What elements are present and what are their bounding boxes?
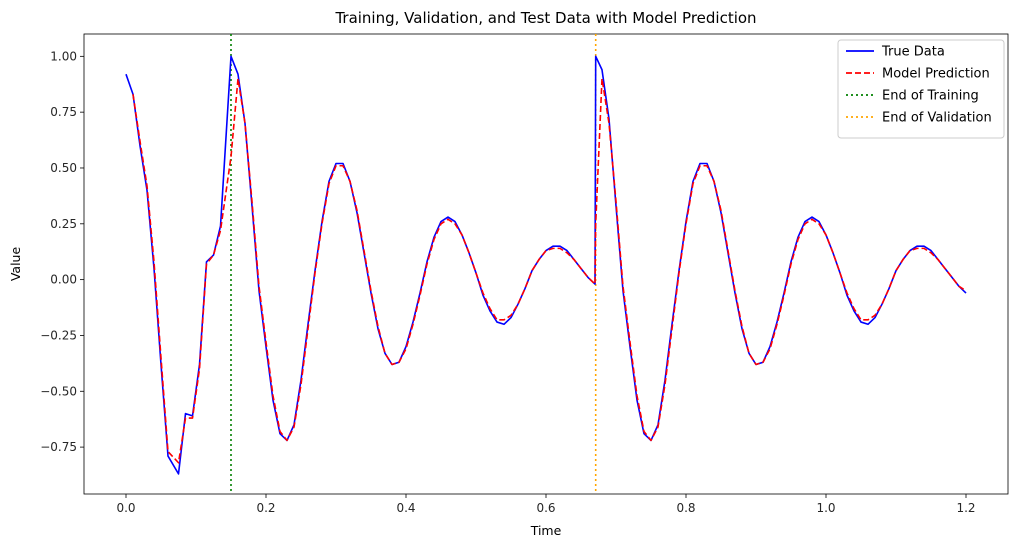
model-prediction-series bbox=[132, 77, 967, 464]
x-tick-label: 1.0 bbox=[816, 501, 835, 515]
legend-label: End of Validation bbox=[882, 111, 992, 126]
x-tick-label: 0.8 bbox=[676, 501, 695, 515]
x-tick-label: 0.6 bbox=[536, 501, 555, 515]
y-tick-label: −0.50 bbox=[40, 384, 77, 398]
y-tick-label: −0.25 bbox=[40, 328, 77, 342]
y-tick-label: 0.50 bbox=[50, 161, 77, 175]
legend-label: True Data bbox=[881, 45, 945, 60]
legend-label: End of Training bbox=[882, 89, 979, 104]
x-tick-label: 1.2 bbox=[956, 501, 975, 515]
legend-box bbox=[837, 39, 1005, 139]
legend: True Data Model Prediction End of Training… bbox=[837, 39, 1005, 139]
y-tick-label: 0.00 bbox=[50, 273, 77, 287]
y-tick-label: 0.25 bbox=[50, 217, 77, 231]
y-axis-label: Value bbox=[8, 247, 23, 282]
x-tick-label: 0.4 bbox=[396, 501, 415, 515]
x-axis: 0.0 0.2 0.4 0.6 0.8 1.0 1.2 bbox=[116, 494, 976, 515]
y-tick-label: 0.75 bbox=[50, 105, 77, 119]
chart-title: Training, Validation, and Test Data with… bbox=[334, 9, 756, 27]
y-tick-label: 1.00 bbox=[50, 49, 77, 63]
x-tick-label: 0.0 bbox=[116, 501, 135, 515]
x-tick-label: 0.2 bbox=[256, 501, 275, 515]
x-axis-label: Time bbox=[530, 523, 562, 538]
y-axis: −0.75 −0.50 −0.25 0.00 0.25 0.50 0.75 1.00 bbox=[40, 49, 84, 454]
legend-label: Model Prediction bbox=[882, 67, 990, 82]
y-tick-label: −0.75 bbox=[40, 440, 77, 454]
data-series bbox=[125, 55, 967, 475]
